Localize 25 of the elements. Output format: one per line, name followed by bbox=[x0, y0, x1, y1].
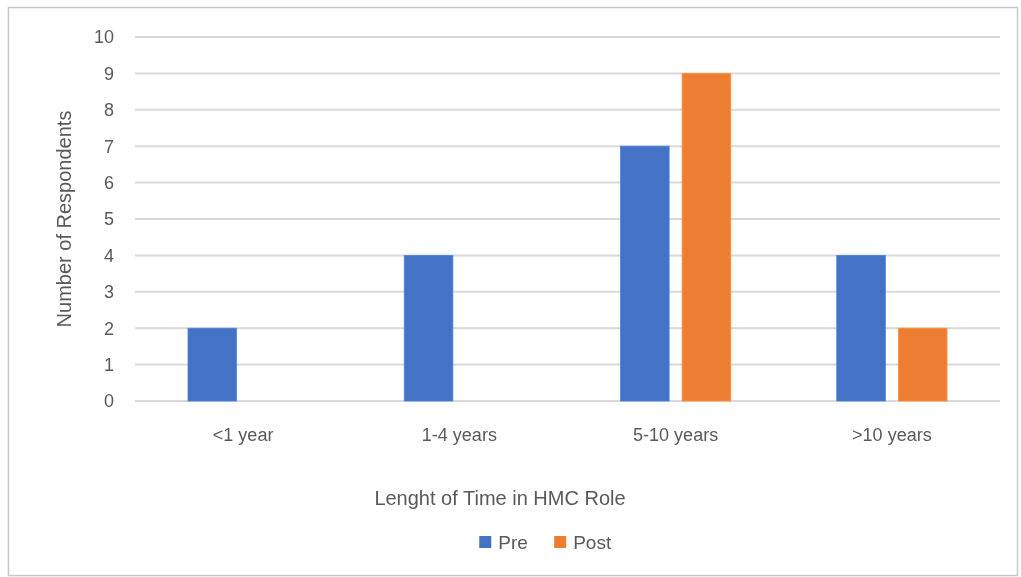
y-tick-label: 8 bbox=[103, 100, 114, 121]
y-tick-label: 5 bbox=[103, 209, 114, 230]
x-axis-title: Lenght of Time in HMC Role bbox=[374, 487, 626, 509]
bar bbox=[836, 255, 886, 402]
legend-label: Pre bbox=[498, 531, 528, 553]
x-tick-label: 1-4 years bbox=[421, 425, 497, 445]
y-tick-label: 6 bbox=[103, 172, 114, 193]
y-tick-label: 3 bbox=[103, 282, 114, 303]
y-axis-title: Number of Respondents bbox=[53, 110, 75, 328]
legend-label: Post bbox=[573, 531, 612, 553]
x-tick-label: 5-10 years bbox=[633, 425, 719, 445]
x-tick-label: >10 years bbox=[852, 425, 932, 445]
y-tick-label: 4 bbox=[103, 245, 114, 266]
y-tick-label: 2 bbox=[103, 318, 114, 339]
x-tick-label: <1 year bbox=[212, 425, 274, 445]
y-tick-label: 0 bbox=[103, 391, 114, 412]
y-tick-label: 10 bbox=[93, 27, 114, 48]
bar bbox=[403, 255, 454, 402]
y-tick-label: 1 bbox=[103, 354, 114, 375]
bar bbox=[897, 327, 948, 402]
bar bbox=[187, 327, 238, 402]
bar bbox=[620, 145, 670, 402]
y-tick-label: 7 bbox=[103, 136, 114, 157]
y-tick-label: 9 bbox=[103, 63, 114, 84]
bar bbox=[681, 73, 732, 402]
